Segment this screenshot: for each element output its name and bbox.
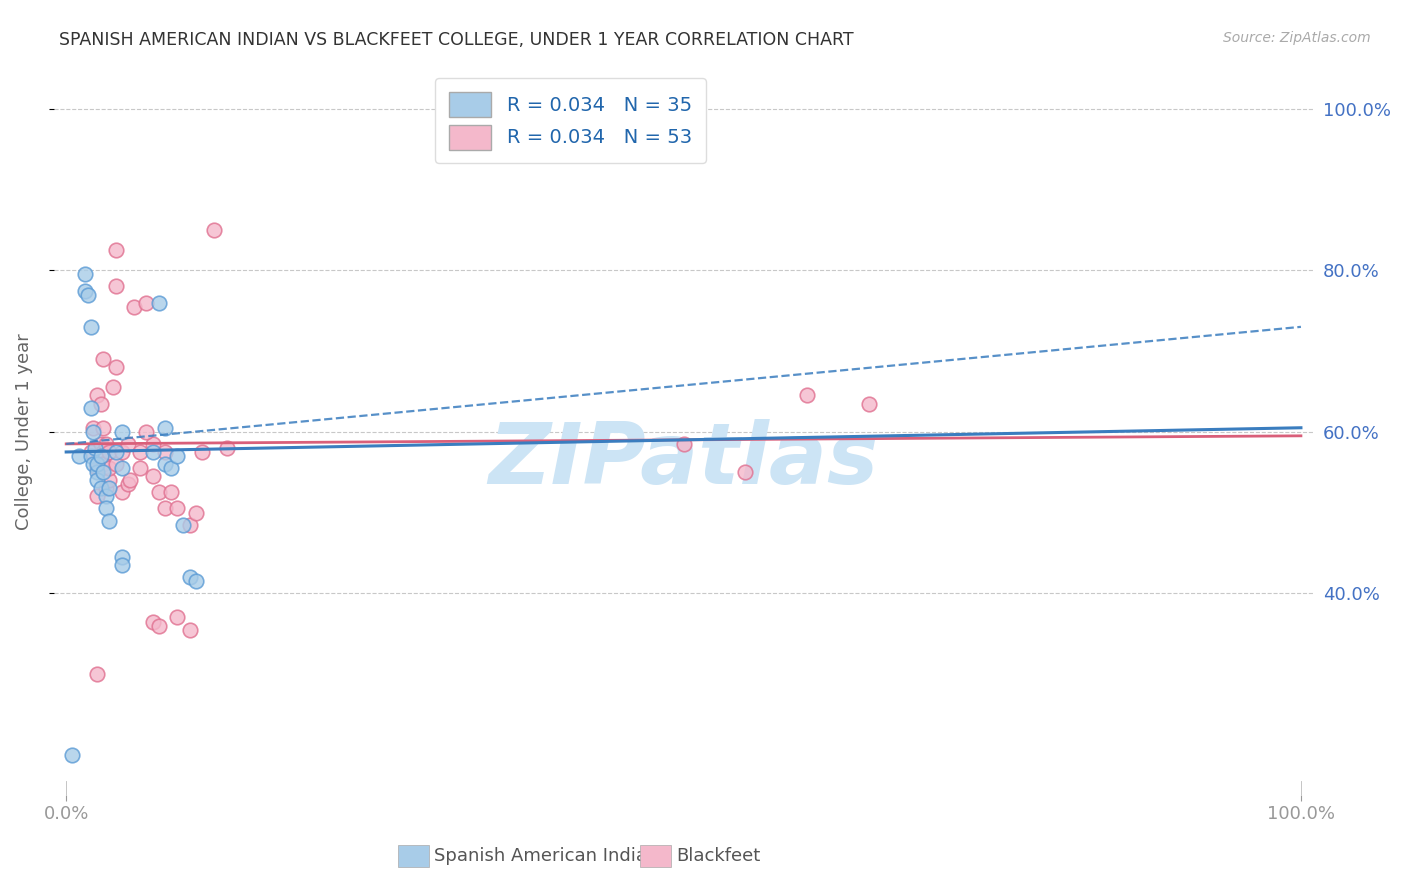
Point [86,457,108,471]
Point [153,445,176,459]
Point [117,437,139,451]
Point [117,477,139,491]
Point [98,481,121,495]
Point [104,243,127,257]
Point [90,481,112,495]
Point [142,469,165,483]
Y-axis label: College, Under 1 year: College, Under 1 year [15,334,32,530]
Point [179,517,201,532]
Point [111,558,134,572]
Point [135,295,157,310]
Text: Blackfeet: Blackfeet [676,847,761,865]
Point [142,437,165,451]
Point [160,461,183,475]
Point [73,268,96,282]
Point [82,425,104,439]
Point [122,300,145,314]
Point [82,457,104,471]
Point [94,481,117,495]
Point [111,485,134,500]
Point [111,549,134,564]
Point [734,465,756,479]
Point [153,457,176,471]
Point [98,461,121,475]
Point [142,445,165,459]
Point [111,425,134,439]
Point [91,457,114,471]
Point [80,449,103,463]
Point [111,445,134,459]
Text: Source: ZipAtlas.com: Source: ZipAtlas.com [1223,31,1371,45]
Point [858,396,880,410]
Point [90,396,112,410]
Point [86,489,108,503]
Point [160,485,183,500]
Point [90,449,112,463]
Point [166,501,188,516]
Point [86,388,108,402]
Point [80,319,103,334]
Text: ZIPatlas: ZIPatlas [488,419,879,502]
Point [98,445,121,459]
Point [60,747,83,762]
Point [215,441,238,455]
Point [101,380,124,394]
Point [86,667,108,681]
Point [153,501,176,516]
Point [104,279,127,293]
Point [166,610,188,624]
Point [98,514,121,528]
Point [148,618,170,632]
Point [82,421,104,435]
Point [104,360,127,375]
Point [184,574,207,588]
Point [120,473,142,487]
Point [796,388,818,402]
Legend: R = 0.034   N = 35, R = 0.034   N = 53: R = 0.034 N = 35, R = 0.034 N = 53 [434,78,706,163]
Point [191,445,214,459]
Point [104,445,127,459]
Point [153,421,176,435]
Point [98,473,121,487]
Point [91,465,114,479]
Point [166,449,188,463]
Point [80,401,103,415]
Point [91,352,114,367]
Point [94,437,117,451]
Point [104,457,127,471]
Point [148,485,170,500]
Point [129,461,152,475]
Point [91,421,114,435]
Point [94,501,117,516]
Point [179,623,201,637]
Point [86,465,108,479]
Point [179,570,201,584]
Point [672,437,695,451]
Point [94,489,117,503]
Point [86,461,108,475]
Point [111,461,134,475]
Point [142,615,165,629]
Point [148,295,170,310]
Point [86,473,108,487]
Point [184,506,207,520]
Point [73,284,96,298]
Point [90,437,112,451]
Point [202,223,225,237]
Point [90,457,112,471]
Text: SPANISH AMERICAN INDIAN VS BLACKFEET COLLEGE, UNDER 1 YEAR CORRELATION CHART: SPANISH AMERICAN INDIAN VS BLACKFEET COL… [59,31,853,49]
Point [77,287,100,301]
Point [172,517,194,532]
Text: Spanish American Indians: Spanish American Indians [434,847,668,865]
Point [80,445,103,459]
Point [135,425,157,439]
Point [67,449,90,463]
Point [91,445,114,459]
Point [129,445,152,459]
Point [83,441,105,455]
